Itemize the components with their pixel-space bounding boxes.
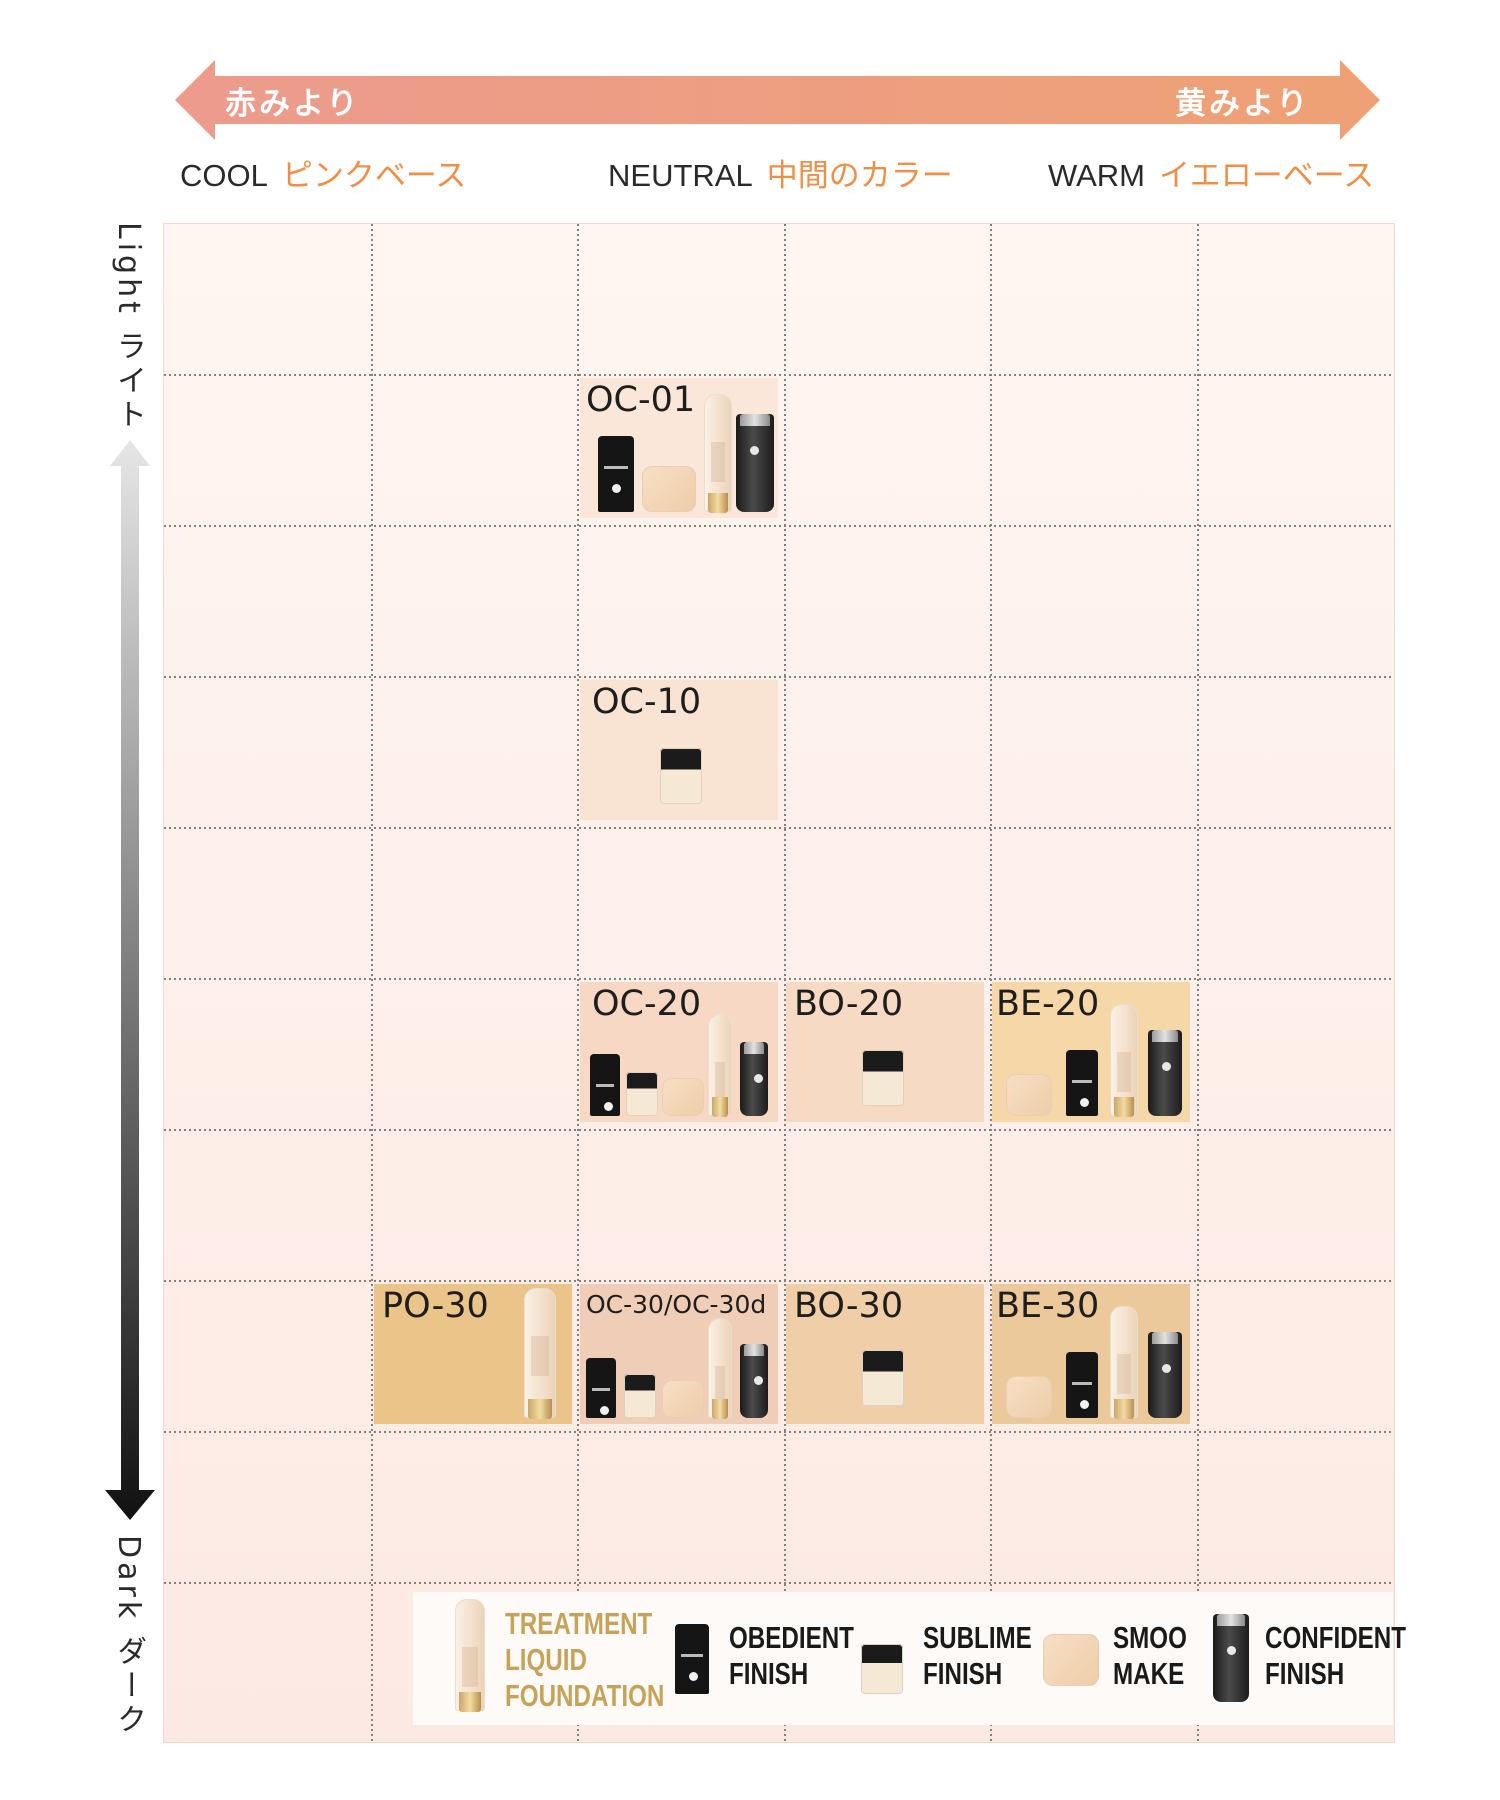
light-to-dark-arrow (105, 440, 155, 1520)
product-group (374, 1288, 572, 1419)
confident-finish-icon (740, 1344, 768, 1418)
treatment-liquid-foundation-icon (455, 1599, 485, 1712)
product-group (580, 394, 778, 513)
shade-code: OC-10 (592, 682, 702, 722)
shade-code: BE-20 (996, 984, 1100, 1024)
treatment-liquid-foundation-icon (708, 1014, 732, 1117)
shade-oc-30-oc-30d[interactable]: OC-30/OC-30d (580, 1284, 778, 1424)
legend-smoo-make: SMOO MAKE (1113, 1620, 1187, 1692)
shade-code: OC-20 (592, 984, 702, 1024)
confident-finish-icon (1213, 1614, 1249, 1702)
shade-grid: OC-01 OC-10 OC-20 BO-20 BE- (163, 223, 1395, 1743)
legend-line: LIQUID (505, 1642, 587, 1677)
legend-treatment-liquid-foundation: TREATMENT LIQUID FOUNDATION (505, 1606, 664, 1714)
product-group (580, 1300, 778, 1419)
tone-warm: WARM イエローベース (1048, 150, 1374, 195)
legend-line: OBEDIENT (729, 1620, 854, 1655)
obedient-finish-icon (1066, 1352, 1098, 1418)
product-group (992, 1300, 1190, 1419)
obedient-finish-icon (675, 1624, 709, 1694)
legend-line: SUBLIME (923, 1620, 1032, 1655)
shade-bo-20[interactable]: BO-20 (786, 982, 984, 1122)
treatment-liquid-foundation-icon (1110, 1306, 1138, 1419)
legend-line: TREATMENT (505, 1606, 653, 1641)
obedient-finish-icon (1066, 1050, 1098, 1116)
sublime-finish-icon (624, 1374, 656, 1418)
light-axis-label: Light ライト (111, 222, 146, 433)
red-to-yellow-arrow (175, 60, 1380, 140)
treatment-liquid-foundation-icon (704, 394, 732, 513)
obedient-finish-icon (598, 436, 634, 512)
shade-code: BO-20 (794, 984, 904, 1024)
sublime-finish-icon (862, 1350, 904, 1406)
legend-line: MAKE (1113, 1656, 1185, 1691)
product-group (786, 998, 984, 1116)
shade-po-30[interactable]: PO-30 (374, 1284, 572, 1424)
smoo-make-icon (662, 1078, 704, 1116)
shade-code: OC-01 (586, 380, 696, 420)
shade-bo-30[interactable]: BO-30 (786, 1284, 984, 1424)
product-group (992, 998, 1190, 1117)
shade-oc-20[interactable]: OC-20 (580, 982, 778, 1122)
shade-be-30[interactable]: BE-30 (992, 1284, 1190, 1424)
shade-be-20[interactable]: BE-20 (992, 982, 1190, 1122)
tone-neutral-jp: 中間のカラー (766, 158, 953, 194)
legend-obedient-finish: OBEDIENT FINISH (729, 1620, 854, 1692)
treatment-liquid-foundation-icon (708, 1318, 732, 1419)
shade-code: BO-30 (794, 1286, 904, 1326)
legend-line: FOUNDATION (505, 1678, 665, 1713)
confident-finish-icon (740, 1042, 768, 1116)
tone-warm-en: WARM (1048, 158, 1145, 193)
sublime-finish-icon (862, 1050, 904, 1106)
sublime-finish-icon (660, 748, 702, 804)
shade-oc-10[interactable]: OC-10 (580, 680, 778, 820)
obedient-finish-icon (586, 1358, 616, 1418)
grid-lines (164, 224, 1394, 1742)
shade-code: OC-30/OC-30d (586, 1290, 767, 1319)
smoo-make-icon (662, 1380, 704, 1418)
tone-cool-en: COOL (180, 158, 268, 193)
legend-line: FINISH (923, 1656, 1003, 1691)
dark-axis-label: Dark ダーク (111, 1535, 146, 1738)
tone-neutral-en: NEUTRAL (608, 158, 753, 193)
treatment-liquid-foundation-icon (1110, 1004, 1138, 1117)
obedient-finish-icon (590, 1054, 620, 1116)
legend-line: SMOO (1113, 1620, 1187, 1655)
treatment-liquid-foundation-icon (524, 1288, 556, 1419)
tone-neutral: NEUTRAL 中間のカラー (608, 150, 953, 195)
tone-cool-jp: ピンクベース (281, 158, 467, 194)
reddish-label: 赤みより (225, 86, 361, 122)
smoo-make-icon (1043, 1634, 1099, 1686)
sublime-finish-icon (626, 1072, 658, 1116)
shade-code: BE-30 (996, 1286, 1100, 1326)
product-group (786, 1300, 984, 1418)
shade-oc-01[interactable]: OC-01 (580, 378, 778, 518)
product-group (580, 998, 778, 1117)
shade-code: PO-30 (382, 1286, 489, 1326)
legend-confident-finish: CONFIDENT FINISH (1265, 1620, 1406, 1692)
confident-finish-icon (1148, 1030, 1182, 1116)
tone-cool: COOL ピンクベース (180, 150, 466, 195)
smoo-make-icon (1006, 1376, 1052, 1418)
tone-warm-jp: イエローベース (1159, 158, 1375, 194)
legend-line: FINISH (1265, 1656, 1345, 1691)
confident-finish-icon (1148, 1332, 1182, 1418)
smoo-make-icon (642, 466, 696, 512)
legend-sublime-finish: SUBLIME FINISH (923, 1620, 1032, 1692)
smoo-make-icon (1006, 1074, 1052, 1116)
legend-line: CONFIDENT (1265, 1620, 1407, 1655)
confident-finish-icon (736, 414, 774, 512)
product-legend: TREATMENT LIQUID FOUNDATION OBEDIENT FIN… (413, 1592, 1406, 1725)
legend-line: FINISH (729, 1656, 809, 1691)
sublime-finish-icon (861, 1644, 903, 1694)
product-group (580, 696, 778, 814)
yellowish-label: 黄みより (1175, 86, 1311, 122)
